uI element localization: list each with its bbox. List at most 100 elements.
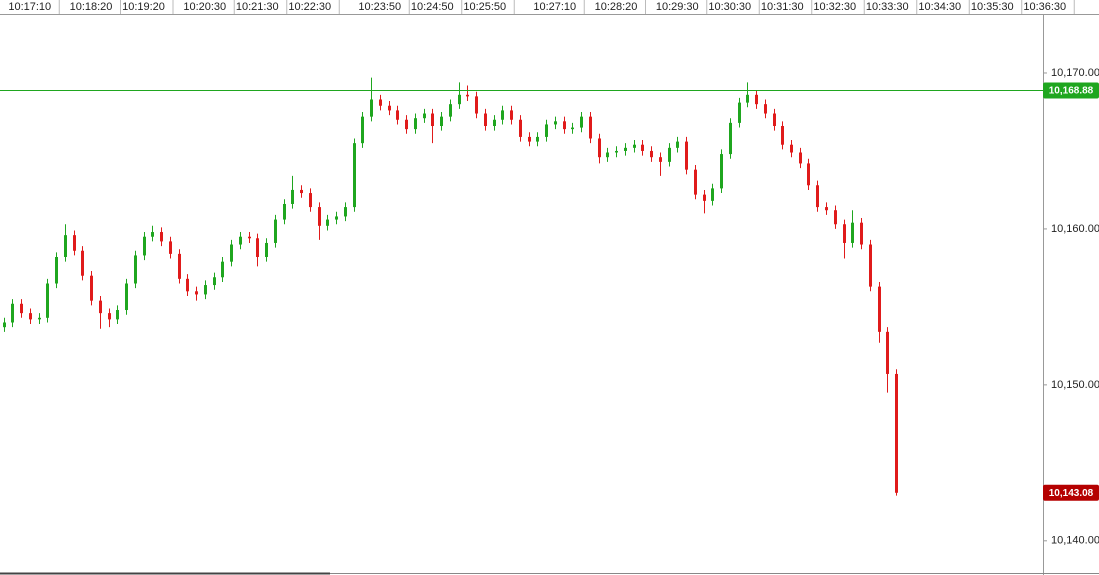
- y-tick-label: 10,160.00: [1051, 223, 1099, 235]
- candle-body: [274, 219, 277, 243]
- candle-body: [300, 189, 303, 194]
- candle-body: [606, 152, 609, 158]
- reference-price-label-box: [1043, 82, 1099, 99]
- candle-body: [816, 185, 819, 208]
- candle-body: [484, 113, 487, 127]
- candle-body: [851, 222, 854, 243]
- candle-body: [309, 193, 312, 208]
- y-tick-label: 10,170.00: [1051, 67, 1099, 79]
- candle-body: [318, 207, 321, 226]
- candle-body: [886, 331, 889, 374]
- candle-body: [116, 310, 119, 320]
- candle-body: [641, 144, 644, 151]
- x-tick-label: 10:22:30: [288, 1, 331, 13]
- candle-body: [248, 236, 251, 239]
- candle-body: [536, 136, 539, 142]
- candle-body: [405, 119, 408, 130]
- x-tick-label: 10:21:30: [236, 1, 279, 13]
- candle-body: [878, 286, 881, 332]
- candle-body: [81, 250, 84, 276]
- candle-body: [624, 147, 627, 151]
- candle-body: [668, 147, 671, 162]
- candle-body: [178, 253, 181, 279]
- x-tick-label: 10:32:30: [813, 1, 856, 13]
- candle-body: [3, 322, 6, 328]
- x-tick-label: 10:18:20: [70, 1, 113, 13]
- candle-body: [659, 157, 662, 162]
- candle-body: [291, 189, 294, 204]
- candle-body: [598, 138, 601, 158]
- candle-body: [676, 141, 679, 148]
- candle-body: [458, 94, 461, 105]
- last-price-label-text: 10,143.08: [1049, 488, 1094, 499]
- candle-body: [195, 291, 198, 295]
- candle-body: [134, 255, 137, 284]
- candle-body: [423, 113, 426, 119]
- candle-body: [729, 122, 732, 155]
- candle-body: [633, 144, 636, 148]
- candle-body: [519, 119, 522, 137]
- candle-body: [169, 241, 172, 254]
- last-price-label-box: [1043, 484, 1099, 501]
- candle-body: [361, 116, 364, 144]
- candle-body: [807, 163, 810, 186]
- candle-body: [746, 94, 749, 103]
- candle-body: [73, 235, 76, 251]
- candle-body: [388, 105, 391, 111]
- candle-body: [29, 313, 32, 320]
- candle-body: [186, 278, 189, 292]
- x-tick-label: 10:19:20: [122, 1, 165, 13]
- candle-body: [895, 373, 898, 493]
- candle-body: [703, 194, 706, 201]
- plot-area: [3, 77, 898, 496]
- candle-body: [615, 150, 618, 153]
- candle-body: [353, 143, 356, 208]
- x-tick-label: 10:33:30: [866, 1, 909, 13]
- candle-body: [510, 110, 513, 120]
- candle-body: [64, 235, 67, 257]
- x-tick-label: 10:31:30: [761, 1, 804, 13]
- candle-body: [90, 275, 93, 301]
- x-tick-label: 10:24:50: [411, 1, 454, 13]
- candle-body: [221, 261, 224, 278]
- candle-body: [834, 210, 837, 225]
- y-tick-label: 10,150.00: [1051, 379, 1099, 391]
- candle-body: [694, 169, 697, 195]
- candle-body: [799, 152, 802, 164]
- candle-body: [370, 99, 373, 117]
- candle-body: [790, 144, 793, 153]
- candle-body: [283, 203, 286, 220]
- candle-body: [213, 277, 216, 286]
- x-tick-label: 10:25:50: [463, 1, 506, 13]
- candle-body: [650, 150, 653, 158]
- candle-body: [265, 242, 268, 257]
- candle-body: [764, 104, 767, 114]
- candle-body: [825, 207, 828, 211]
- candle-body: [711, 188, 714, 201]
- candle-body: [38, 317, 41, 320]
- x-tick-label: 10:29:30: [656, 1, 699, 13]
- candle-body: [20, 303, 23, 314]
- candle-body: [55, 256, 58, 284]
- candle-body: [685, 141, 688, 170]
- candle-body: [239, 236, 242, 245]
- candle-body: [440, 116, 443, 127]
- candle-body: [11, 303, 14, 323]
- candle-body: [545, 124, 548, 137]
- candle-body: [151, 232, 154, 237]
- x-tick-label: 10:23:50: [358, 1, 401, 13]
- candle-body: [528, 136, 531, 142]
- candle-body: [344, 207, 347, 217]
- candle-body: [563, 121, 566, 130]
- candle-body: [860, 222, 863, 245]
- reference-price-label-text: 10,168.88: [1049, 86, 1094, 97]
- candle-body: [204, 285, 207, 295]
- candle-body: [589, 116, 592, 139]
- candle-body: [466, 94, 469, 97]
- candle-body: [335, 216, 338, 220]
- x-tick-label: 10:35:30: [971, 1, 1014, 13]
- candle-body: [108, 313, 111, 320]
- x-tick-label: 10:34:30: [918, 1, 961, 13]
- x-tick-label: 10:28:20: [595, 1, 638, 13]
